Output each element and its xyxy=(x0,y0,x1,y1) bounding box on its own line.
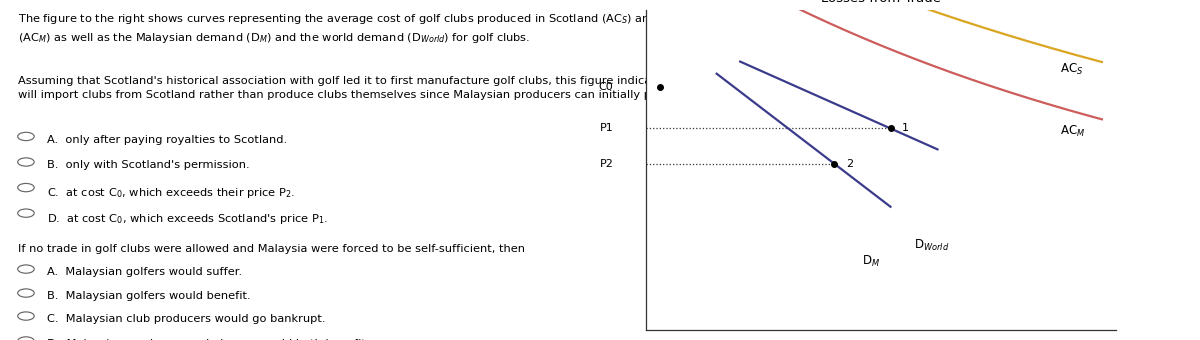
Text: C.  Malaysian club producers would go bankrupt.: C. Malaysian club producers would go ban… xyxy=(47,314,325,324)
Text: B.  only with Scotland's permission.: B. only with Scotland's permission. xyxy=(47,160,250,170)
Text: D$_M$: D$_M$ xyxy=(863,254,881,269)
Text: D$_{World}$: D$_{World}$ xyxy=(914,238,949,253)
Text: AC$_M$: AC$_M$ xyxy=(1060,123,1085,139)
Text: D.  Malaysian producers and players would both benefit.: D. Malaysian producers and players would… xyxy=(47,339,370,340)
Text: If no trade in golf clubs were allowed and Malaysia were forced to be self-suffi: If no trade in golf clubs were allowed a… xyxy=(18,243,526,254)
Text: C.  at cost C$_0$, which exceeds their price P$_2$.: C. at cost C$_0$, which exceeds their pr… xyxy=(47,186,295,200)
Text: Assuming that Scotland's historical association with golf led it to first manufa: Assuming that Scotland's historical asso… xyxy=(18,76,749,100)
Title: External Economies and
Losses from Trade: External Economies and Losses from Trade xyxy=(800,0,961,5)
Text: C0: C0 xyxy=(599,82,613,92)
Text: 1: 1 xyxy=(902,123,910,134)
Text: B.  Malaysian golfers would benefit.: B. Malaysian golfers would benefit. xyxy=(47,291,251,302)
Text: The figure to the right shows curves representing the average cost of golf clubs: The figure to the right shows curves rep… xyxy=(18,12,710,45)
Text: AC$_S$: AC$_S$ xyxy=(1060,62,1082,77)
Text: P2: P2 xyxy=(600,158,613,169)
Text: P1: P1 xyxy=(600,123,613,134)
Text: 2: 2 xyxy=(846,158,853,169)
Text: A.  Malaysian golfers would suffer.: A. Malaysian golfers would suffer. xyxy=(47,268,242,277)
Text: A.  only after paying royalties to Scotland.: A. only after paying royalties to Scotla… xyxy=(47,135,287,145)
Text: D.  at cost C$_0$, which exceeds Scotland's price P$_1$.: D. at cost C$_0$, which exceeds Scotland… xyxy=(47,211,328,225)
